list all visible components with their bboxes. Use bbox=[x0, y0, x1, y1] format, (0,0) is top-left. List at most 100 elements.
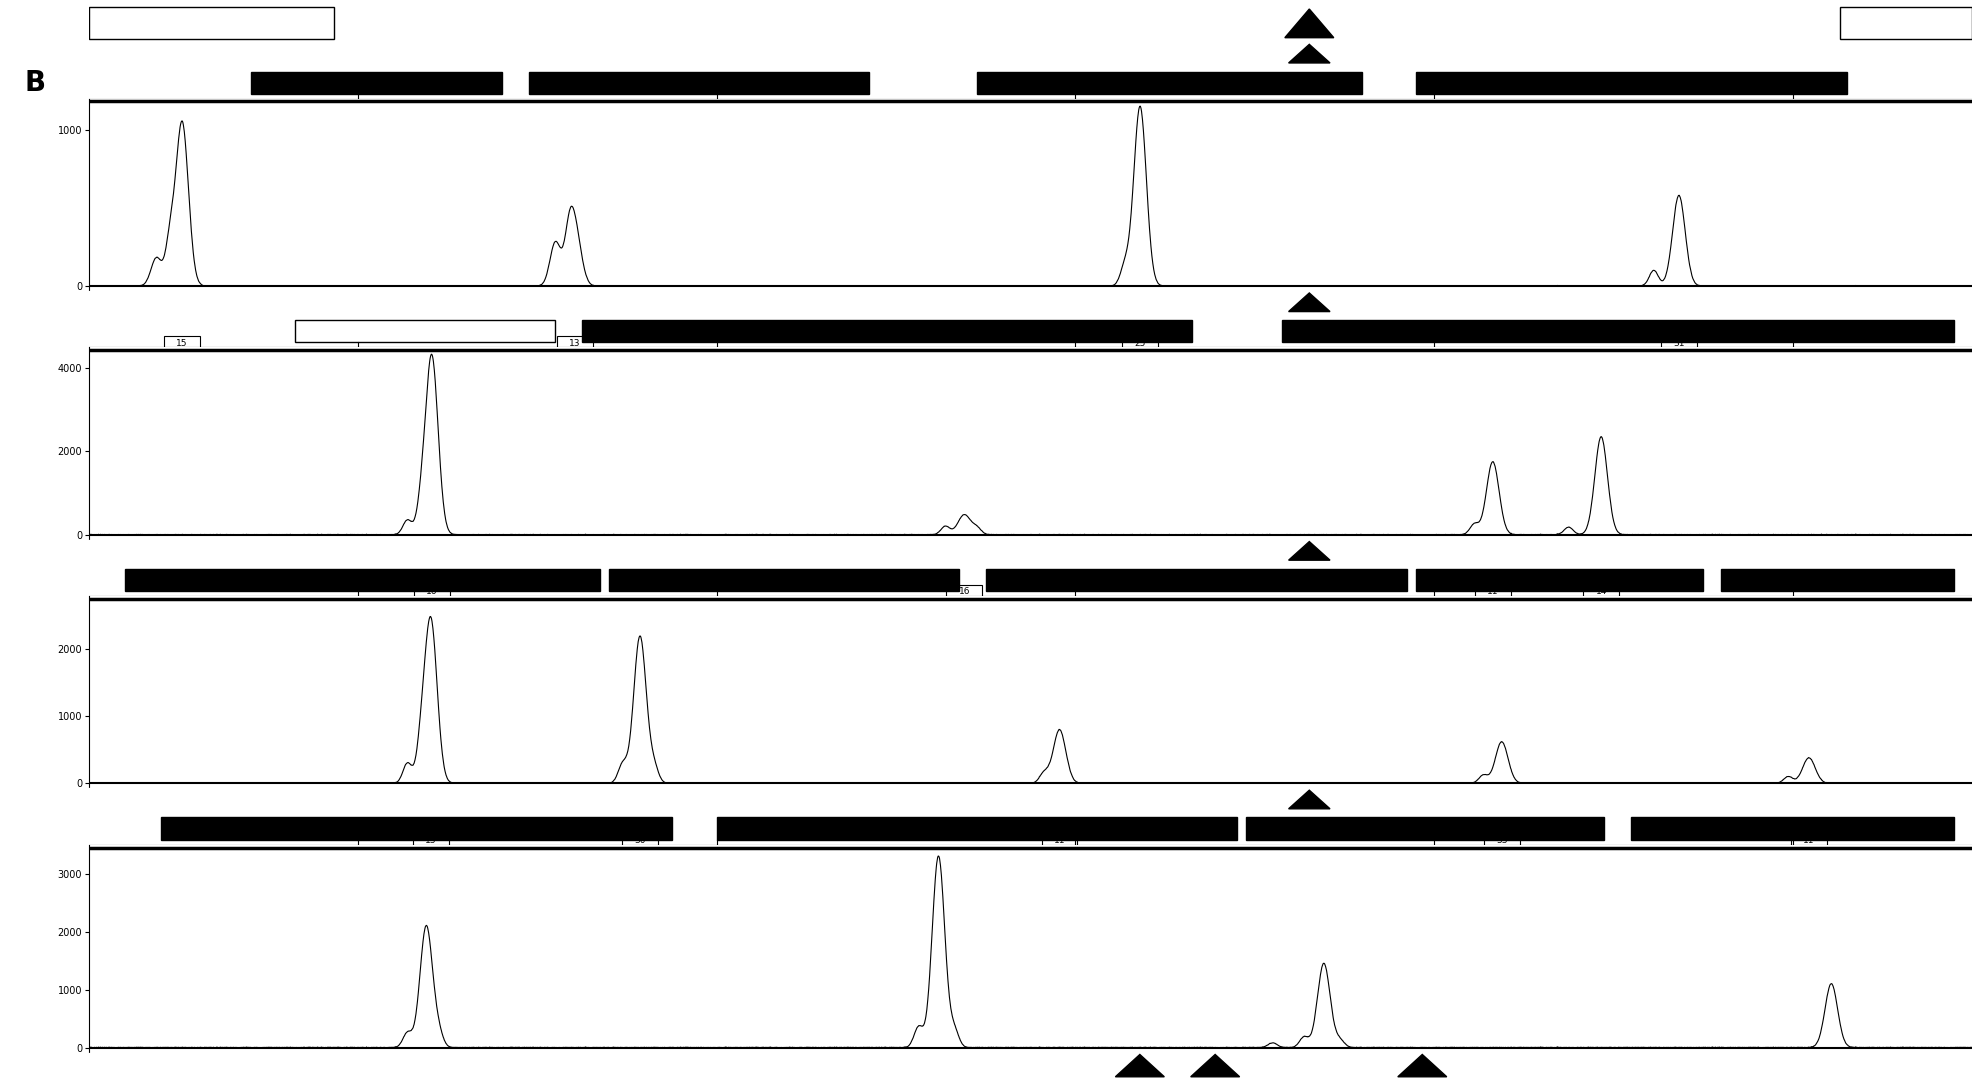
Text: 290: 290 bbox=[1784, 110, 1804, 119]
Polygon shape bbox=[1116, 1055, 1163, 1076]
Bar bbox=[1154, 9, 1187, 38]
Text: 13
154.13: 13 154.13 bbox=[559, 339, 591, 358]
Text: 11
256.54: 11 256.54 bbox=[1477, 587, 1508, 607]
Bar bbox=[832, 43, 862, 64]
Bar bbox=[1284, 1055, 1318, 1076]
Bar bbox=[438, 9, 541, 38]
Text: 13
138.09: 13 138.09 bbox=[414, 835, 446, 855]
Text: 16
197.60: 16 197.60 bbox=[949, 587, 981, 607]
Bar bbox=[1332, 1055, 1366, 1076]
Bar bbox=[1021, 9, 1050, 38]
Text: 290: 290 bbox=[1784, 607, 1804, 617]
Bar bbox=[353, 1055, 579, 1076]
Text: 210: 210 bbox=[1066, 358, 1086, 369]
Bar bbox=[1068, 541, 1102, 561]
Bar bbox=[1021, 293, 1050, 312]
Bar bbox=[955, 1055, 989, 1076]
Bar bbox=[89, 8, 333, 39]
Bar bbox=[945, 43, 975, 64]
Bar bbox=[1229, 43, 1263, 64]
Bar bbox=[945, 790, 975, 810]
Bar bbox=[832, 9, 862, 38]
Bar bbox=[616, 1055, 712, 1076]
Bar bbox=[1116, 43, 1150, 64]
Bar bbox=[1839, 8, 1972, 39]
Bar bbox=[1247, 817, 1605, 840]
Polygon shape bbox=[1288, 44, 1330, 63]
Bar bbox=[456, 293, 569, 312]
Bar bbox=[1050, 1055, 1084, 1076]
Bar bbox=[1284, 790, 1334, 810]
Bar bbox=[89, 789, 277, 812]
Text: 170: 170 bbox=[708, 607, 727, 617]
Bar bbox=[832, 541, 862, 561]
Bar bbox=[1191, 293, 1225, 312]
Bar bbox=[1021, 790, 1050, 810]
Text: 300: 300 bbox=[1873, 110, 1893, 119]
Bar bbox=[985, 569, 1407, 591]
Bar bbox=[89, 1054, 277, 1078]
Text: 170: 170 bbox=[708, 856, 727, 866]
Bar bbox=[908, 43, 936, 64]
Bar bbox=[908, 9, 936, 38]
Bar bbox=[1191, 9, 1225, 38]
Bar bbox=[1839, 291, 1972, 315]
Bar bbox=[295, 320, 555, 343]
Polygon shape bbox=[1288, 790, 1330, 808]
Bar bbox=[343, 790, 418, 810]
Text: 15
110.36: 15 110.36 bbox=[166, 339, 198, 358]
Bar bbox=[1839, 42, 1972, 65]
Bar bbox=[1229, 9, 1263, 38]
Bar bbox=[89, 42, 277, 65]
Bar bbox=[1284, 293, 1334, 312]
Bar bbox=[870, 43, 900, 64]
Bar bbox=[1284, 43, 1334, 64]
Bar bbox=[89, 540, 277, 563]
Bar bbox=[1284, 9, 1334, 38]
Bar bbox=[343, 541, 418, 561]
Text: 170: 170 bbox=[708, 110, 727, 119]
Bar bbox=[983, 790, 1011, 810]
Bar bbox=[1116, 541, 1150, 561]
Bar bbox=[456, 790, 569, 810]
Bar bbox=[908, 1055, 936, 1076]
Bar bbox=[89, 291, 277, 315]
Bar bbox=[1021, 541, 1050, 561]
Text: 30
161.43: 30 161.43 bbox=[624, 835, 656, 855]
Bar bbox=[608, 569, 959, 591]
Text: 11
291.80: 11 291.80 bbox=[1794, 835, 1825, 855]
Bar bbox=[456, 541, 569, 561]
Bar bbox=[1191, 790, 1225, 810]
Text: 290: 290 bbox=[1784, 358, 1804, 369]
Bar bbox=[832, 790, 862, 810]
Bar bbox=[832, 293, 862, 312]
Bar bbox=[579, 9, 747, 38]
Bar bbox=[870, 293, 900, 312]
Bar bbox=[529, 72, 870, 94]
Bar bbox=[1284, 541, 1334, 561]
Bar bbox=[870, 9, 900, 38]
Bar bbox=[1068, 43, 1102, 64]
Bar bbox=[1229, 541, 1263, 561]
Bar bbox=[908, 790, 936, 810]
Bar bbox=[983, 43, 1011, 64]
Bar bbox=[1116, 9, 1150, 38]
Text: 210: 210 bbox=[1066, 607, 1086, 617]
Bar bbox=[945, 541, 975, 561]
Text: B: B bbox=[26, 68, 46, 97]
Text: 300: 300 bbox=[1873, 856, 1893, 866]
Text: 290: 290 bbox=[1784, 856, 1804, 866]
Bar bbox=[125, 569, 601, 591]
Text: 250: 250 bbox=[1425, 110, 1445, 119]
Text: 31
277.30: 31 277.30 bbox=[1663, 339, 1695, 358]
Bar bbox=[161, 817, 672, 840]
Text: 16
138.20: 16 138.20 bbox=[416, 587, 448, 607]
Bar bbox=[1116, 293, 1150, 312]
Bar bbox=[1068, 9, 1102, 38]
Bar bbox=[945, 293, 975, 312]
Bar bbox=[1068, 790, 1102, 810]
Bar bbox=[717, 817, 1237, 840]
Polygon shape bbox=[1191, 1055, 1239, 1076]
Text: 300: 300 bbox=[1873, 358, 1893, 369]
Bar bbox=[1720, 569, 1954, 591]
